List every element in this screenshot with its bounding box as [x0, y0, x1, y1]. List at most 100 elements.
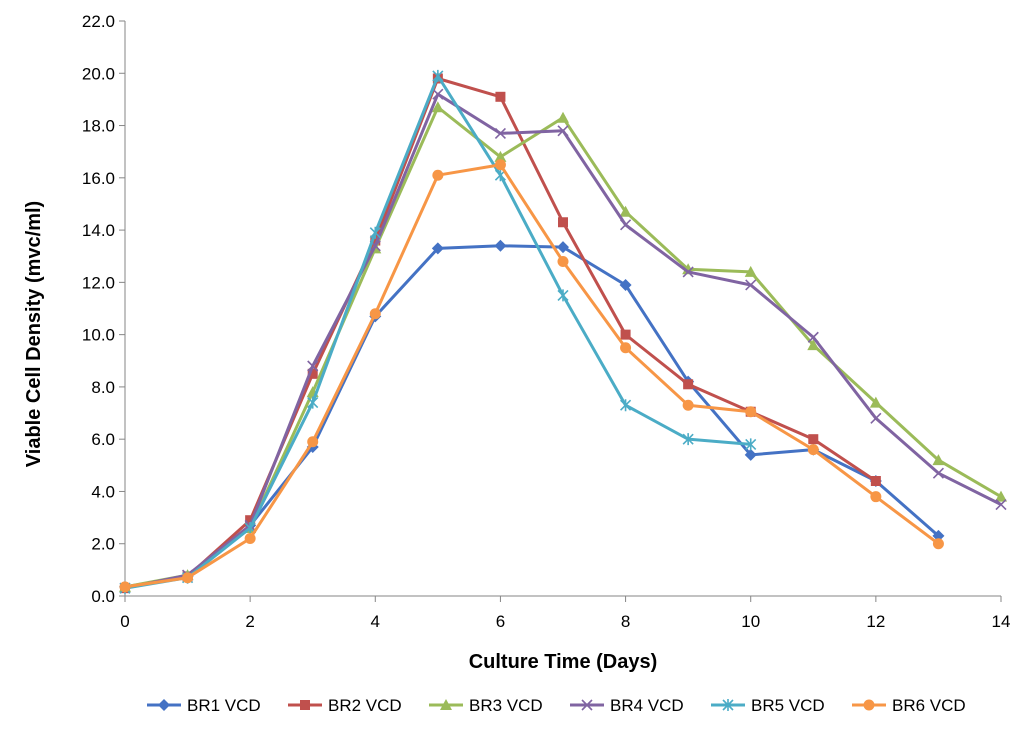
- x-tick-label: 12: [866, 612, 885, 631]
- legend-label: BR3 VCD: [469, 696, 543, 715]
- data-point: [932, 467, 944, 479]
- axes: [124, 21, 1001, 597]
- legend-label: BR6 VCD: [892, 696, 966, 715]
- data-point: [807, 331, 819, 343]
- data-point: [307, 360, 319, 372]
- x-axis-ticks: 0 2 4 6 8 10 12 14: [120, 596, 1010, 631]
- x-tick-label: 8: [621, 612, 630, 631]
- series-4: [119, 88, 1007, 594]
- data-point: [494, 127, 506, 139]
- legend-swatch-marker: [300, 700, 310, 710]
- data-point: [807, 339, 820, 351]
- data-point: [682, 399, 694, 411]
- x-tick-label: 10: [741, 612, 760, 631]
- data-point: [369, 226, 381, 239]
- data-point: [557, 125, 569, 137]
- data-point: [932, 538, 944, 550]
- data-point: [682, 266, 694, 278]
- y-tick-label: 10.0: [82, 326, 115, 345]
- y-tick-label: 16.0: [82, 169, 115, 188]
- y-tick-label: 8.0: [91, 378, 115, 397]
- data-point: [683, 379, 694, 390]
- y-tick-label: 4.0: [91, 482, 115, 501]
- data-point: [619, 278, 632, 291]
- data-point: [244, 533, 256, 544]
- data-point: [745, 279, 757, 291]
- data-point: [682, 433, 694, 446]
- data-point: [119, 581, 131, 593]
- data-point: [245, 515, 256, 526]
- data-point: [619, 205, 632, 217]
- data-point: [494, 159, 506, 171]
- legend-label: BR5 VCD: [751, 696, 825, 715]
- legend-swatch-marker: [440, 699, 452, 710]
- data-point: [494, 239, 507, 252]
- x-tick-label: 4: [371, 612, 380, 631]
- data-point: [870, 476, 881, 486]
- data-point: [870, 412, 882, 424]
- series-3: [119, 101, 1007, 592]
- series-6: [119, 159, 944, 593]
- data-point: [745, 406, 757, 418]
- data-point: [307, 368, 318, 379]
- legend-item: BR1 VCD: [147, 696, 261, 715]
- y-tick-label: 22.0: [82, 12, 115, 31]
- data-point: [307, 436, 319, 448]
- data-point: [744, 448, 757, 461]
- y-tick-label: 18.0: [82, 117, 115, 136]
- data-point: [432, 69, 444, 82]
- data-point: [182, 572, 194, 584]
- y-tick-label: 12.0: [82, 273, 115, 292]
- series-1: [119, 239, 945, 593]
- data-point: [432, 169, 444, 181]
- data-point: [557, 289, 569, 302]
- legend-item: BR6 VCD: [852, 696, 966, 715]
- data-point: [620, 329, 631, 340]
- x-tick-label: 0: [120, 612, 129, 631]
- data-point: [869, 396, 882, 408]
- data-point: [557, 241, 569, 254]
- data-point: [808, 434, 819, 445]
- data-point: [745, 438, 757, 451]
- data-point: [431, 101, 444, 113]
- legend-swatch-marker: [581, 699, 593, 711]
- legend-label: BR1 VCD: [187, 696, 261, 715]
- series-5: [119, 69, 757, 595]
- legend-item: BR3 VCD: [429, 696, 543, 715]
- data-point: [995, 490, 1007, 502]
- data-point: [620, 342, 632, 354]
- x-tick-label: 14: [992, 612, 1011, 631]
- series-line: [124, 163, 940, 589]
- series-group: [119, 69, 1007, 595]
- data-point: [494, 150, 507, 162]
- legend-item: BR5 VCD: [711, 696, 825, 715]
- data-point: [431, 242, 444, 255]
- y-tick-label: 0.0: [91, 587, 115, 606]
- data-point: [495, 91, 506, 102]
- legend-label: BR2 VCD: [328, 696, 402, 715]
- data-point: [557, 255, 569, 267]
- legend-swatch-marker: [863, 699, 875, 711]
- x-axis-title: Culture Time (Days): [469, 651, 658, 673]
- legend-label: BR4 VCD: [610, 696, 684, 715]
- x-tick-label: 6: [496, 612, 505, 631]
- data-point: [932, 529, 945, 542]
- x-tick-label: 2: [245, 612, 254, 631]
- series-line: [124, 244, 940, 589]
- data-point: [557, 111, 569, 123]
- legend-item: BR2 VCD: [288, 696, 402, 715]
- data-point: [370, 235, 381, 246]
- legend-item: BR4 VCD: [570, 696, 684, 715]
- legend-swatch-marker: [158, 699, 170, 711]
- data-point: [620, 219, 632, 231]
- data-point: [744, 265, 757, 277]
- y-axis-title: Viable Cell Density (mvc/ml): [23, 201, 45, 467]
- data-point: [369, 308, 381, 320]
- y-tick-label: 6.0: [91, 430, 115, 449]
- data-point: [807, 444, 819, 456]
- data-point: [432, 88, 444, 100]
- data-point: [932, 454, 945, 466]
- data-point: [870, 491, 882, 503]
